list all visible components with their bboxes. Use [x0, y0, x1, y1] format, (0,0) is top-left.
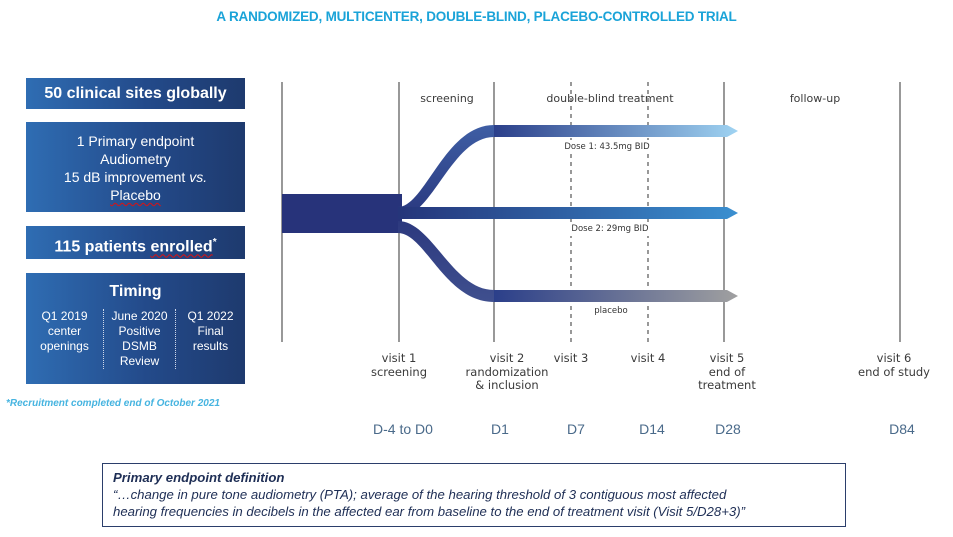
- endpoint-box: 1 Primary endpoint Audiometry 15 dB impr…: [26, 122, 245, 212]
- endpoint-improvement: 15 dB improvement: [63, 169, 190, 185]
- visit-desc: & inclusion: [475, 378, 539, 392]
- visit-3: visit 3: [553, 351, 589, 366]
- timing-columns: Q1 2019 center openings June 2020 Positi…: [26, 309, 245, 369]
- timing-text: openings: [40, 339, 89, 353]
- page-title: A RANDOMIZED, MULTICENTER, DOUBLE-BLIND,…: [216, 9, 737, 24]
- timing-text: center: [47, 324, 82, 338]
- visit-desc: randomization: [465, 364, 549, 379]
- timing-box: Timing Q1 2019 center openings June 2020…: [26, 273, 245, 384]
- timing-text: Review: [119, 354, 160, 368]
- endpoint-line: 15 dB improvement vs.: [26, 168, 245, 186]
- visit-desc: end of: [708, 364, 746, 379]
- visit-5: visit 5 end of treatment: [698, 351, 756, 393]
- dose1-arrow: [494, 125, 738, 137]
- timing-col-2019: Q1 2019 center openings: [26, 309, 103, 369]
- dose1-label: Dose 1: 43.5mg BID: [564, 142, 650, 152]
- timing-text: DSMB: [122, 339, 157, 353]
- phase-follow-up: follow-up: [789, 92, 841, 105]
- visit-label: visit 5: [709, 351, 745, 365]
- visit-label: visit 3: [553, 351, 589, 365]
- visit-2: visit 2 randomization & inclusion: [465, 351, 549, 393]
- dose1-branch-curve: [398, 125, 494, 217]
- visit-label: visit 6: [876, 351, 912, 365]
- dose2-arrow: [398, 207, 738, 219]
- sites-text: 50 clinical sites globally: [44, 85, 227, 102]
- day-visit-3: D7: [567, 421, 585, 437]
- dose2-label: Dose 2: 29mg BID: [571, 224, 649, 234]
- timing-text: Q1 2022: [187, 309, 234, 323]
- patients-asterisk: *: [212, 237, 217, 248]
- timing-text: results: [192, 339, 229, 353]
- timing-text: June 2020: [111, 309, 168, 323]
- endpoint-placebo: Placebo: [110, 187, 161, 203]
- visit-label: visit 2: [489, 351, 525, 365]
- phase-screening: screening: [420, 92, 474, 105]
- visit-desc: end of study: [858, 364, 930, 379]
- visit-desc: treatment: [698, 378, 756, 392]
- recruitment-footnote: *Recruitment completed end of October 20…: [6, 398, 220, 409]
- day-visit-5: D28: [715, 421, 741, 437]
- endpoint-line: Audiometry: [100, 151, 171, 167]
- timing-col-2020: June 2020 Positive DSMB Review: [103, 309, 176, 369]
- patients-count: 115 patients: [54, 238, 151, 256]
- visit-6: visit 6 end of study: [858, 351, 930, 379]
- timing-text: Positive: [118, 324, 161, 338]
- timing-text: Q1 2019: [41, 309, 88, 323]
- visit-label: visit 1: [381, 351, 417, 365]
- day-visit-2: D1: [491, 421, 509, 437]
- visit-label: visit 4: [630, 351, 666, 365]
- day-visit-4: D14: [639, 421, 665, 437]
- endpoint-vs: vs.: [189, 169, 208, 185]
- primary-endpoint-definition: Primary endpoint definition “…change in …: [102, 463, 846, 527]
- patients-word: enrolled: [150, 238, 213, 256]
- placebo-arrow: [494, 290, 738, 302]
- visit-desc: screening: [370, 364, 428, 379]
- placebo-branch-curve: [398, 221, 494, 302]
- patients-box: 115 patients enrolled*: [26, 226, 245, 259]
- timing-col-2022: Q1 2022 Final results: [176, 309, 245, 369]
- placebo-label: placebo: [594, 306, 628, 316]
- definition-line: hearing frequencies in decibels in the a…: [113, 504, 746, 519]
- sites-box: 50 clinical sites globally: [26, 78, 245, 109]
- phase-double-blind-treatment: double-blind treatment: [546, 92, 674, 105]
- definition-line: “…change in pure tone audiometry (PTA); …: [113, 487, 727, 502]
- endpoint-line: Placebo: [26, 186, 245, 204]
- endpoint-line: 1 Primary endpoint: [76, 133, 195, 149]
- definition-heading: Primary endpoint definition: [113, 470, 285, 485]
- timing-title: Timing: [109, 283, 162, 300]
- day-visit-1: D-4 to D0: [373, 421, 433, 437]
- visit-1: visit 1 screening: [370, 351, 428, 379]
- day-visit-6: D84: [889, 421, 915, 437]
- enrollment-trunk: [282, 194, 402, 233]
- visit-4: visit 4: [630, 351, 666, 366]
- timing-text: Final: [197, 324, 224, 338]
